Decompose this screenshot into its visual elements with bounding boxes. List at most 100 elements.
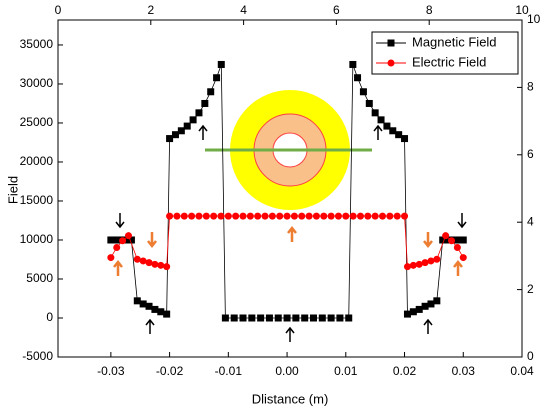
marker — [183, 122, 191, 130]
arrow — [147, 232, 157, 249]
series-line — [110, 215, 464, 268]
y2-tick-label: 6 — [527, 147, 534, 161]
y-tick-label: -5000 — [22, 349, 53, 363]
marker — [127, 236, 135, 244]
x-tick-label: 0.04 — [510, 364, 534, 378]
marker — [309, 314, 317, 322]
marker — [318, 314, 326, 322]
marker — [145, 259, 153, 267]
marker — [354, 74, 362, 82]
marker — [409, 308, 417, 316]
marker — [139, 257, 147, 265]
marker — [427, 257, 435, 265]
arrow — [423, 232, 433, 249]
y2-tick-label: 0 — [527, 349, 534, 363]
x2-tick-label: 0 — [55, 3, 62, 17]
marker — [202, 212, 210, 220]
marker — [403, 263, 411, 271]
marker — [386, 212, 394, 220]
x-tick-label: 0.01 — [334, 364, 358, 378]
marker — [364, 212, 372, 220]
x-tick-label: -0.03 — [97, 364, 125, 378]
marker — [224, 212, 232, 220]
marker — [301, 314, 309, 322]
marker — [217, 212, 225, 220]
marker — [415, 260, 423, 268]
arrow — [453, 259, 463, 276]
marker — [433, 297, 441, 305]
marker — [195, 212, 203, 220]
arrow — [115, 213, 125, 229]
arrow — [457, 213, 467, 229]
marker — [459, 254, 467, 262]
marker — [393, 212, 401, 220]
marker — [433, 255, 441, 263]
marker — [207, 88, 215, 96]
marker — [283, 212, 291, 220]
plot-frame — [57, 19, 523, 358]
legend-marker — [387, 59, 395, 67]
y-tick-label: 30000 — [20, 76, 54, 90]
arrow — [373, 124, 383, 140]
marker — [239, 314, 247, 322]
marker — [157, 261, 165, 269]
x2-tick-label: 8 — [426, 3, 433, 17]
marker — [217, 60, 225, 68]
x2-tick-label: 2 — [147, 3, 154, 17]
x-tick-label: -0.01 — [215, 364, 243, 378]
y-tick-label: 25000 — [20, 115, 54, 129]
marker — [195, 109, 203, 117]
series — [107, 60, 467, 322]
marker — [389, 127, 397, 135]
marker — [210, 212, 218, 220]
cable-diagram — [205, 90, 372, 210]
arrow — [285, 326, 295, 342]
marker — [442, 232, 450, 240]
marker — [139, 300, 147, 308]
x2-tick-label: 6 — [333, 3, 340, 17]
marker — [157, 308, 165, 316]
marker — [290, 212, 298, 220]
marker — [274, 314, 282, 322]
marker — [320, 212, 328, 220]
y-tick-label: 10000 — [20, 232, 54, 246]
x-tick-label: 0.02 — [393, 364, 417, 378]
y2-tick-label: 2 — [527, 282, 534, 296]
marker — [201, 99, 209, 107]
marker — [371, 109, 379, 117]
marker — [415, 305, 423, 313]
marker — [349, 60, 357, 68]
x2-tick-label: 4 — [240, 3, 247, 17]
marker — [180, 212, 188, 220]
marker — [163, 263, 171, 271]
x-tick-label: -0.02 — [156, 364, 184, 378]
y-axis-label: Field — [5, 176, 20, 204]
marker — [248, 314, 256, 322]
marker — [298, 212, 306, 220]
marker — [379, 212, 387, 220]
marker — [166, 212, 174, 220]
marker — [239, 212, 247, 220]
x-axis-label: Dlistance (m) — [252, 391, 329, 406]
marker — [383, 122, 391, 130]
y-tick-label: 35000 — [20, 37, 54, 51]
marker — [421, 302, 429, 310]
marker — [371, 212, 379, 220]
marker — [232, 212, 240, 220]
marker — [268, 212, 276, 220]
marker — [119, 237, 127, 245]
marker — [312, 212, 320, 220]
y2-tick-label: 10 — [527, 12, 541, 26]
legend-marker — [387, 39, 395, 47]
marker — [276, 212, 284, 220]
marker — [409, 261, 417, 269]
marker — [345, 314, 353, 322]
marker — [283, 314, 291, 322]
marker — [305, 212, 313, 220]
marker — [349, 212, 357, 220]
marker — [403, 310, 411, 318]
marker — [188, 212, 196, 220]
y2-tick-label: 4 — [527, 214, 534, 228]
legend-box — [371, 31, 519, 75]
x-tick-label: 0.03 — [452, 364, 476, 378]
